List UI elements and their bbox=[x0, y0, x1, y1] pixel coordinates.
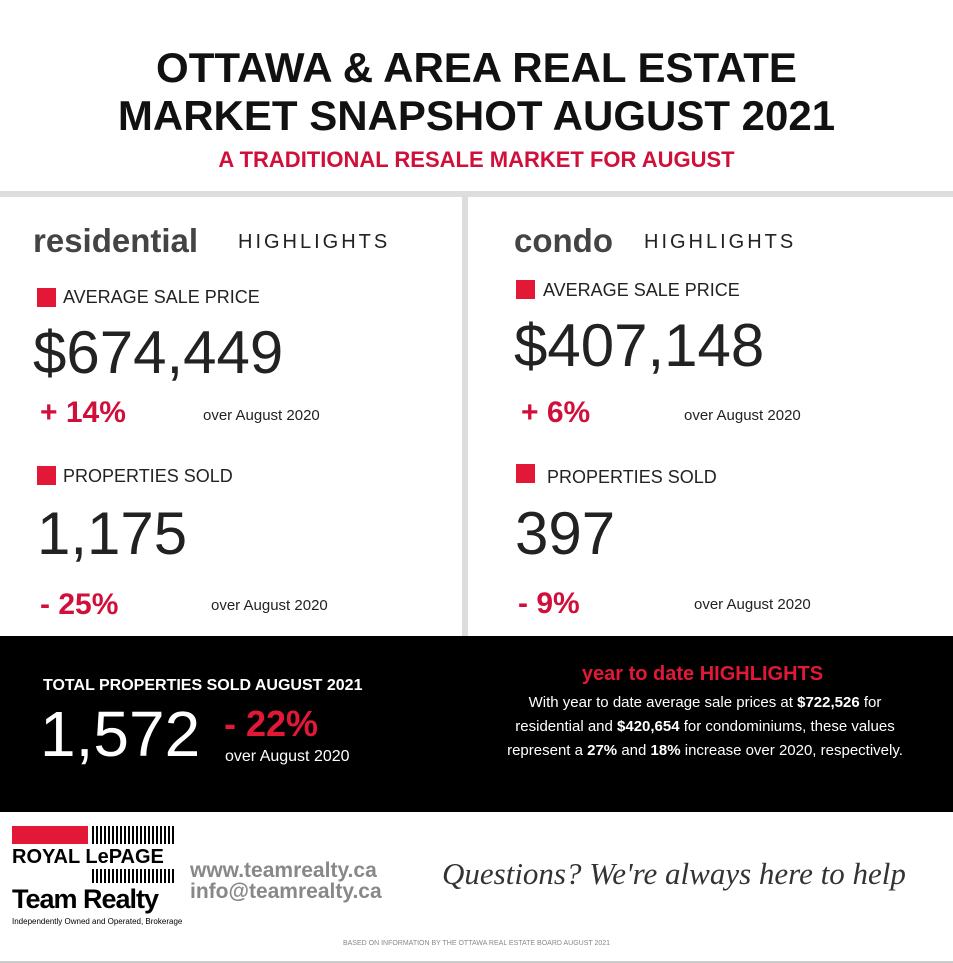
logo-stripes bbox=[92, 826, 176, 844]
metric-label: AVERAGE SALE PRICE bbox=[63, 287, 260, 307]
marker bbox=[37, 288, 56, 307]
marker bbox=[516, 464, 535, 483]
ytd-heading-lead: year to date bbox=[581, 663, 695, 685]
divider bbox=[0, 191, 953, 197]
section-label: condo bbox=[514, 222, 613, 259]
brand-note: Independently Owned and Operated, Broker… bbox=[12, 917, 183, 926]
email: info@teamrealty.ca bbox=[190, 880, 382, 903]
logo-stripes bbox=[92, 869, 176, 883]
section-suffix: HIGHLIGHTS bbox=[238, 231, 391, 253]
marker bbox=[37, 466, 56, 485]
subtitle: A TRADITIONAL RESALE MARKET FOR AUGUST bbox=[218, 147, 735, 172]
metric-value: 1,175 bbox=[37, 500, 188, 567]
website: www.teamrealty.ca bbox=[190, 859, 377, 882]
compare: over August 2020 bbox=[694, 596, 811, 613]
ytd-figure: $722,526 bbox=[797, 694, 860, 711]
change: + 14% bbox=[40, 396, 126, 429]
brand: Team Realty bbox=[12, 884, 159, 914]
title: OTTAWA & AREA REAL ESTATE bbox=[156, 44, 797, 91]
total-label: TOTAL PROPERTIES SOLD AUGUST 2021 bbox=[43, 677, 363, 694]
compare: over August 2020 bbox=[203, 407, 320, 424]
logo-mark bbox=[12, 826, 88, 844]
compare: over August 2020 bbox=[684, 407, 801, 424]
change: - 25% bbox=[40, 588, 119, 621]
bottom-rule bbox=[0, 961, 953, 963]
metric-label: PROPERTIES SOLD bbox=[547, 467, 717, 487]
metric-value: $674,449 bbox=[33, 319, 284, 386]
marker bbox=[516, 280, 535, 299]
metric-label: AVERAGE SALE PRICE bbox=[543, 280, 740, 300]
ytd-text-part: With year to date average sale prices at bbox=[528, 694, 798, 711]
ytd-text-part: and bbox=[617, 742, 651, 759]
divider bbox=[462, 197, 468, 636]
compare: over August 2020 bbox=[211, 597, 328, 614]
brand: ROYAL LePAGE bbox=[12, 846, 164, 868]
ytd-figure: 27% bbox=[587, 742, 618, 759]
total-compare: over August 2020 bbox=[225, 748, 350, 765]
ytd-figure: 18% bbox=[650, 742, 681, 759]
section-suffix: HIGHLIGHTS bbox=[644, 231, 797, 253]
ytd-figure: $420,654 bbox=[617, 718, 680, 735]
metric-value: $407,148 bbox=[514, 312, 765, 379]
slogan: Questions? We're always here to help bbox=[442, 856, 906, 891]
ytd-text-part: increase over 2020, respectively. bbox=[680, 742, 903, 759]
ytd-text-part: for condominiums, these values represent… bbox=[507, 718, 895, 759]
ytd-heading-main: HIGHLIGHTS bbox=[699, 663, 824, 685]
metric-label: PROPERTIES SOLD bbox=[63, 466, 233, 486]
metric-value: 397 bbox=[515, 500, 616, 567]
section-label: residential bbox=[33, 222, 199, 259]
ytd-heading: year to date HIGHLIGHTS bbox=[500, 663, 905, 686]
source: BASED ON INFORMATION BY THE OTTAWA REAL … bbox=[342, 940, 611, 947]
total-change: - 22% bbox=[224, 703, 319, 744]
ytd-text-part: for residential and bbox=[515, 694, 882, 735]
title: MARKET SNAPSHOT AUGUST 2021 bbox=[117, 92, 836, 139]
change: + 6% bbox=[521, 396, 591, 429]
change: - 9% bbox=[518, 587, 580, 620]
total-value: 1,572 bbox=[40, 698, 201, 770]
band bbox=[0, 636, 953, 812]
ytd-text: With year to date average sale prices at… bbox=[505, 691, 905, 763]
